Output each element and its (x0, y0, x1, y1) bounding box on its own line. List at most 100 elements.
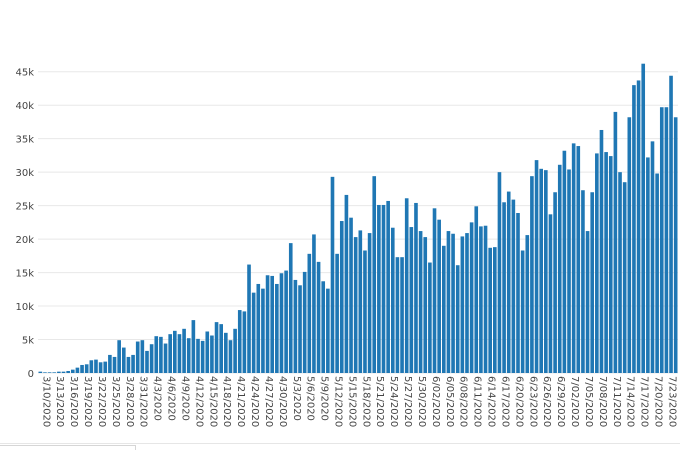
y-tick-label: 10k (15, 302, 34, 313)
bar (349, 217, 353, 373)
bar (530, 176, 534, 373)
bar (284, 270, 288, 373)
bar (186, 338, 191, 373)
bar (108, 354, 112, 373)
x-tick-label: 3/28/2020 (124, 376, 135, 427)
bar (386, 200, 390, 373)
bar (493, 247, 497, 373)
bar (52, 372, 57, 373)
x-tick-label: 4/9/2020 (179, 376, 190, 421)
bar (367, 233, 372, 373)
bar (525, 235, 530, 373)
bar (47, 372, 52, 373)
bar (219, 324, 223, 373)
bar (112, 356, 117, 373)
bar (312, 234, 316, 373)
bar (270, 275, 275, 373)
bar (659, 107, 664, 373)
bar (613, 111, 618, 373)
bar (135, 341, 140, 373)
bar (145, 350, 149, 373)
bar (75, 367, 80, 373)
x-tick-label: 5/27/2020 (402, 376, 413, 427)
x-tick-label: 7/11/2020 (611, 376, 622, 427)
x-tick-label: 5/18/2020 (360, 376, 371, 427)
y-tick-label: 0 (28, 369, 34, 380)
bar (441, 245, 446, 373)
bar (437, 219, 441, 373)
bar (344, 194, 349, 373)
bar (140, 340, 145, 373)
bar (84, 364, 89, 373)
bar (608, 156, 613, 373)
bar (381, 204, 386, 373)
bar (214, 322, 219, 373)
bar (256, 283, 261, 373)
x-tick-label: 4/27/2020 (263, 376, 274, 427)
bar (548, 214, 553, 373)
bar (534, 160, 539, 373)
x-tick-label: 6/20/2020 (513, 376, 524, 427)
x-tick-label: 6/26/2020 (541, 376, 552, 427)
bar (511, 199, 516, 373)
bar (562, 150, 567, 373)
bar (330, 176, 335, 373)
bar (539, 168, 543, 373)
bar (205, 331, 210, 373)
bar (293, 279, 298, 373)
bar (353, 237, 358, 373)
x-tick-label: 4/30/2020 (277, 376, 288, 427)
x-tick-label: 4/6/2020 (166, 376, 177, 421)
bar (89, 360, 94, 373)
bar (451, 233, 455, 373)
gridlines (38, 71, 678, 374)
bar (520, 250, 525, 373)
bar (191, 320, 196, 373)
bar (358, 230, 363, 373)
bar (237, 310, 242, 373)
bar (247, 264, 251, 373)
bar (488, 247, 492, 373)
bar (571, 143, 576, 373)
bar (57, 371, 61, 373)
bar (506, 191, 511, 373)
bar (595, 153, 599, 373)
bar (414, 202, 418, 373)
bar (432, 208, 437, 373)
bar (149, 344, 154, 373)
x-tick-label: 6/11/2020 (472, 376, 483, 427)
bar (557, 164, 562, 373)
bar (70, 369, 75, 373)
x-tick-label: 3/16/2020 (68, 376, 79, 427)
bar (641, 63, 646, 373)
x-tick-label: 4/18/2020 (221, 376, 232, 427)
bar (177, 334, 182, 373)
x-tick-label: 5/21/2020 (374, 376, 385, 427)
bar (339, 221, 344, 373)
x-tick-label: 3/22/2020 (96, 376, 107, 427)
bar (544, 170, 548, 373)
bar (121, 347, 126, 373)
bar (288, 243, 293, 373)
y-tick-label: 35k (15, 135, 34, 146)
bar (98, 362, 103, 373)
x-tick-label: 7/23/2020 (666, 376, 677, 427)
bar (585, 231, 590, 373)
bar (298, 285, 302, 373)
bar (423, 237, 428, 373)
y-tick-label: 40k (15, 101, 34, 112)
bar (38, 371, 43, 373)
bar (465, 233, 469, 373)
bar (210, 335, 214, 373)
bar (446, 231, 451, 373)
bar (103, 361, 108, 373)
bar (627, 117, 632, 373)
x-tick-label: 5/3/2020 (291, 376, 302, 421)
bar (126, 356, 131, 373)
x-tick-label: 5/9/2020 (319, 376, 330, 421)
y-tick-label: 25k (15, 202, 34, 213)
bar (567, 169, 571, 373)
x-tick-label: 5/12/2020 (332, 376, 343, 427)
bar (599, 129, 604, 373)
bar (182, 328, 186, 373)
